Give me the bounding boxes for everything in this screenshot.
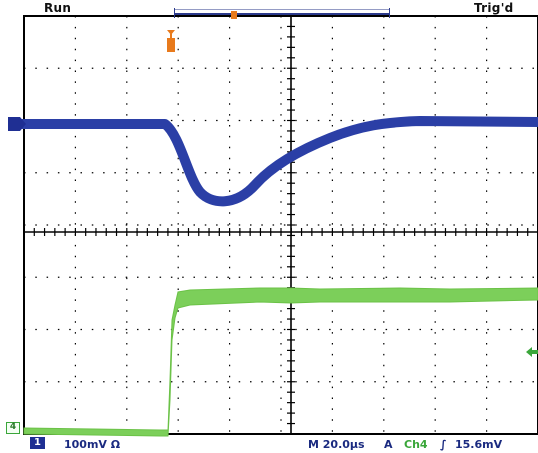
ch4-trace: [23, 287, 538, 437]
trigger-level-readout[interactable]: 15.6mV: [455, 438, 503, 451]
acquisition-status: Run: [44, 1, 72, 15]
record-view-marker[interactable]: [231, 11, 237, 19]
ch1-scale-readout[interactable]: 100mV Ω: [64, 438, 121, 451]
timebase-readout[interactable]: M 20.0μs: [308, 438, 365, 451]
record-length-bar[interactable]: [174, 8, 390, 18]
trigger-position-icon: [166, 30, 176, 58]
grid-dots: [24, 16, 538, 434]
readout-bar: 1 100mV Ω M 20.0μs A Ch4 ∫ 15.6mV: [0, 434, 538, 453]
trigger-status: Trig'd: [474, 1, 514, 15]
ch1-ground-marker-icon: [8, 117, 26, 131]
ch1-badge[interactable]: 1: [30, 437, 45, 449]
trigger-channel-readout[interactable]: Ch4: [404, 438, 428, 451]
trigger-source-label: A: [384, 438, 393, 451]
center-axis-ticks: [23, 15, 538, 435]
ch1-trace: [18, 116, 538, 207]
ch4-trigger-level-icon: [526, 347, 538, 357]
trigger-slope-icon[interactable]: ∫: [440, 438, 447, 451]
ch4-ground-marker-icon: 4: [6, 422, 20, 434]
